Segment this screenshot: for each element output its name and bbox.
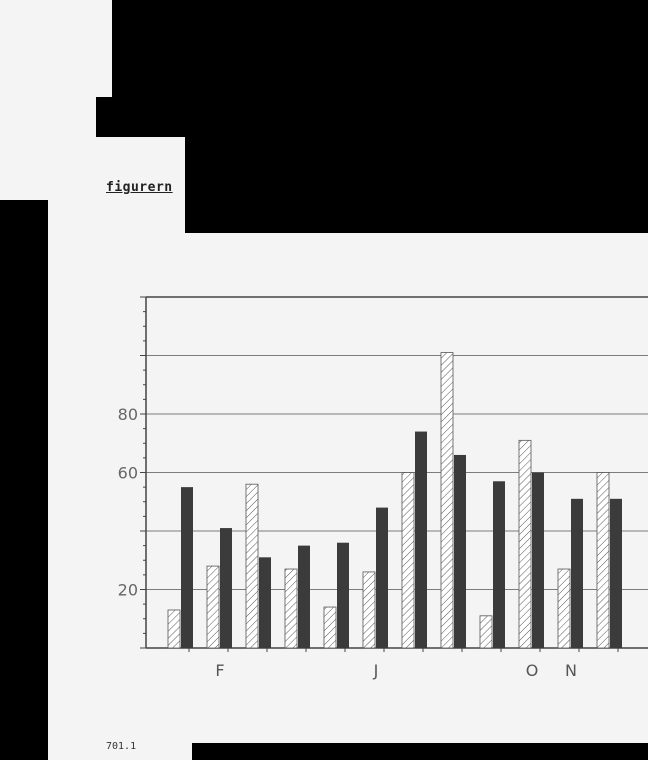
paper-caption-area bbox=[48, 200, 185, 233]
paper-left-strip bbox=[0, 97, 96, 137]
bar-solid bbox=[415, 431, 427, 648]
bar-solid bbox=[454, 454, 466, 648]
bar-hatched bbox=[284, 568, 298, 649]
paper-bottom-left bbox=[48, 743, 192, 760]
caption-text: figurern bbox=[106, 180, 173, 195]
bar-solid bbox=[220, 528, 232, 648]
bar-hatched bbox=[206, 565, 220, 649]
bar-hatched bbox=[167, 609, 181, 649]
y-tick-label: 20 bbox=[118, 581, 138, 600]
bar-hatched bbox=[479, 615, 493, 649]
bar-hatched bbox=[401, 472, 415, 649]
bar-solid bbox=[610, 498, 622, 648]
bar-solid bbox=[532, 472, 544, 648]
y-tick-label: 80 bbox=[118, 405, 138, 424]
paper-top-left bbox=[0, 0, 112, 97]
bar-hatched bbox=[440, 352, 454, 649]
bar-hatched bbox=[596, 472, 610, 649]
bar-solid bbox=[571, 498, 583, 648]
x-category-label: N bbox=[565, 661, 577, 680]
bar-solid bbox=[493, 481, 505, 648]
bar-hatched bbox=[518, 439, 532, 649]
x-category-label: F bbox=[215, 661, 224, 680]
page-footer-number: 701.1 bbox=[106, 741, 137, 752]
y-tick-label: 60 bbox=[118, 464, 138, 483]
bar-solid bbox=[259, 557, 271, 648]
bar-solid bbox=[337, 542, 349, 648]
bar-hatched bbox=[362, 571, 376, 649]
paper-band bbox=[0, 137, 185, 200]
bar-hatched bbox=[557, 568, 571, 649]
paper-chart-area bbox=[48, 233, 648, 743]
x-category-label: J bbox=[373, 661, 379, 680]
bar-hatched bbox=[245, 483, 259, 649]
bar-solid bbox=[298, 545, 310, 648]
bar-solid bbox=[376, 507, 388, 648]
bar-hatched bbox=[323, 606, 337, 649]
bar-solid bbox=[181, 487, 193, 648]
x-category-label: O bbox=[526, 661, 539, 680]
